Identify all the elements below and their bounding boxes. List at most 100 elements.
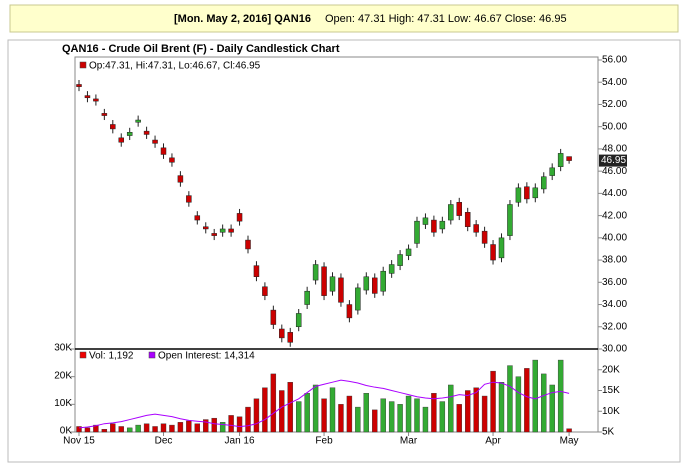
candle-body bbox=[177, 175, 184, 183]
candle-body bbox=[304, 290, 310, 305]
candle-body bbox=[464, 212, 471, 227]
volume-bar bbox=[515, 376, 522, 433]
header-date-symbol: [Mon. May 2, 2016] QAN16 bbox=[174, 13, 311, 25]
volume-bar bbox=[465, 390, 471, 433]
volume-bar bbox=[355, 406, 361, 433]
legend-swatch bbox=[79, 61, 87, 69]
candle-body bbox=[126, 132, 133, 136]
volume-bar bbox=[448, 384, 454, 433]
volume-bar bbox=[481, 395, 488, 433]
volume-bar bbox=[253, 398, 260, 433]
candle-body bbox=[76, 84, 82, 87]
candle-body bbox=[397, 254, 403, 266]
volume-bar bbox=[380, 398, 386, 433]
open-interest-line bbox=[78, 379, 570, 429]
candle-body bbox=[93, 98, 99, 102]
volume-bar bbox=[372, 409, 378, 433]
volume-bar bbox=[118, 426, 124, 433]
volume-bar bbox=[177, 422, 184, 433]
candle-body bbox=[321, 266, 327, 296]
x-tick-label: Feb bbox=[315, 436, 333, 447]
y-tick-label: 50.00 bbox=[602, 121, 627, 132]
volume-bar bbox=[76, 426, 82, 433]
y-tick-label: 30K bbox=[54, 343, 72, 354]
candle-body bbox=[372, 277, 378, 294]
candle-body bbox=[143, 130, 150, 135]
volume-bar bbox=[262, 387, 268, 433]
candle-body bbox=[515, 187, 522, 203]
x-tick-label: Apr bbox=[485, 436, 501, 447]
volume-bar bbox=[388, 401, 395, 433]
y-tick-label: 10K bbox=[54, 398, 72, 409]
volume-bar bbox=[397, 404, 403, 433]
y-tick-label: 52.00 bbox=[602, 99, 627, 110]
y-tick-label: 30.00 bbox=[602, 344, 627, 355]
candle-body bbox=[549, 167, 555, 176]
volume-bar bbox=[110, 423, 116, 433]
volume-bar bbox=[338, 404, 344, 433]
volume-bar bbox=[541, 373, 547, 433]
y-tick-label: 54.00 bbox=[602, 77, 627, 88]
volume-bar bbox=[203, 419, 209, 433]
candle-body bbox=[312, 264, 319, 281]
candle-body bbox=[507, 204, 513, 236]
volume-bar bbox=[84, 427, 91, 433]
candle-body bbox=[363, 276, 370, 291]
volume-bar bbox=[194, 423, 201, 433]
candle-body bbox=[388, 264, 395, 274]
candle-body bbox=[380, 270, 386, 292]
volume-bar bbox=[236, 416, 243, 433]
candle-body bbox=[439, 220, 446, 230]
candle-body bbox=[287, 332, 293, 343]
volume-bar bbox=[312, 384, 319, 433]
x-tick-label: Dec bbox=[155, 436, 173, 447]
candle-body bbox=[405, 248, 412, 256]
y-tick-label: 36.00 bbox=[602, 277, 627, 288]
y-tick-label: 48.00 bbox=[602, 144, 627, 155]
candle-body bbox=[490, 244, 496, 261]
volume-bar bbox=[414, 398, 420, 433]
header-quote: Open: 47.31 High: 47.31 Low: 46.67 Close… bbox=[325, 13, 567, 25]
volume-bar bbox=[186, 420, 192, 433]
candle-body bbox=[329, 276, 336, 292]
candle-body bbox=[135, 119, 141, 123]
y-tick-label: 40.00 bbox=[602, 232, 627, 243]
candle-body bbox=[186, 195, 192, 203]
volume-bar bbox=[439, 401, 446, 433]
candle-body bbox=[160, 147, 167, 155]
volume-bar bbox=[321, 398, 327, 433]
y-tick-label: 20K bbox=[54, 370, 72, 381]
candle-body bbox=[473, 224, 479, 233]
volume-bar bbox=[498, 382, 505, 433]
x-tick-label: Nov 15 bbox=[63, 436, 95, 447]
volume-bar bbox=[152, 426, 158, 433]
y-tick-label: 32.00 bbox=[602, 321, 627, 332]
y2-tick-label: 15K bbox=[602, 385, 620, 396]
candle-body bbox=[219, 228, 226, 233]
candle-body bbox=[211, 233, 217, 236]
candle-body bbox=[262, 286, 268, 296]
legend-label: Open Interest: 14,314 bbox=[158, 351, 255, 362]
candle-body bbox=[110, 124, 116, 130]
y2-tick-label: 20K bbox=[602, 364, 620, 375]
candle-body bbox=[346, 304, 353, 319]
volume-bar bbox=[101, 429, 108, 433]
volume-bar bbox=[549, 384, 555, 433]
y-tick-label: 0K bbox=[60, 426, 73, 437]
y2-tick-label: 10K bbox=[602, 406, 620, 417]
header-box bbox=[9, 4, 679, 33]
candle-body bbox=[236, 213, 243, 222]
candle-body bbox=[253, 265, 260, 277]
y-tick-label: 38.00 bbox=[602, 255, 627, 266]
candle-body bbox=[481, 230, 488, 244]
last-price-box bbox=[599, 154, 627, 167]
volume-bar bbox=[346, 395, 353, 433]
volume-bar bbox=[507, 365, 513, 433]
last-price-label: 46.95 bbox=[601, 155, 626, 166]
candle-body bbox=[541, 176, 547, 190]
candle-body bbox=[431, 219, 437, 233]
volume-bar bbox=[296, 401, 302, 433]
candle-body bbox=[279, 328, 285, 339]
y-tick-label: 34.00 bbox=[602, 299, 627, 310]
volume-bar bbox=[228, 415, 234, 433]
